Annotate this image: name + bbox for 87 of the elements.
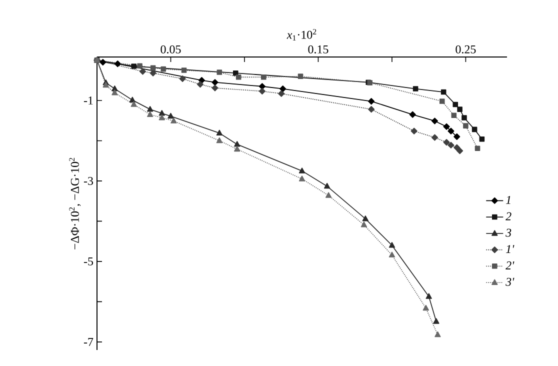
legend-label: 1 [506,196,510,204]
point [412,86,418,92]
point [234,141,240,147]
point [452,102,458,108]
point [448,142,454,148]
point [431,134,438,141]
legend-label: 2' [506,261,514,270]
point [368,98,375,105]
point [479,136,485,142]
point [232,70,238,76]
point [448,128,454,134]
point [472,126,478,132]
point [147,106,154,112]
point [112,90,118,96]
point [454,133,460,140]
point [439,98,445,104]
legend-label: 1' [506,245,514,253]
point [258,83,266,90]
point [261,74,266,80]
point [150,70,156,76]
point [298,176,306,182]
point [324,182,330,189]
point [431,118,438,124]
point [212,79,218,86]
point [451,112,457,118]
point [179,75,186,82]
point [410,128,418,134]
point [160,66,166,72]
point [440,89,446,95]
point [409,111,416,118]
point [137,63,142,68]
legend-label: 3 [506,228,512,237]
x-axis-title: x$_{1}$·10$^{2}$ [286,29,316,41]
point [362,215,368,222]
x-tick-label: 0.15 [308,45,328,54]
point [196,81,204,88]
point [234,146,240,152]
point [280,85,286,92]
point [298,168,306,174]
point [158,114,165,120]
point [457,106,462,112]
point [474,146,480,152]
x-tick-label: 0.05 [160,45,181,54]
point [298,74,304,79]
point [168,112,174,119]
y-tick-label: -7 [84,338,94,346]
point [129,96,136,102]
point [456,147,464,154]
point [216,130,222,136]
point [236,74,242,80]
point [130,101,137,107]
y-tick-label: -1 [84,96,93,104]
point [150,65,156,71]
point [443,123,450,130]
point [388,242,396,248]
point [131,64,137,69]
point [434,331,441,338]
point [216,70,222,75]
point [388,252,396,258]
point [258,88,266,95]
point [443,139,450,146]
y-tick-label: -3 [84,176,94,185]
point [325,192,332,198]
point [139,68,146,75]
legend-label: 2 [506,212,512,220]
point [212,84,218,92]
point [102,82,109,88]
point [454,144,460,151]
point [216,137,222,144]
point [170,118,177,124]
point [147,111,154,117]
point [433,318,440,324]
point [360,222,368,228]
point [100,58,106,66]
legend-label: 3' [506,278,514,286]
point [181,68,187,73]
y-axis-title: −ΔΦ·10$^{2}$, −ΔG·10$^{2}$ [69,158,81,250]
point [368,106,375,113]
point [114,60,121,68]
point [158,110,165,116]
point [278,90,285,97]
x-tick-label: 0.25 [456,45,476,54]
point [462,115,467,120]
point [426,293,432,299]
point [422,304,429,311]
y-tick-label: -5 [84,257,94,266]
point [463,123,468,128]
